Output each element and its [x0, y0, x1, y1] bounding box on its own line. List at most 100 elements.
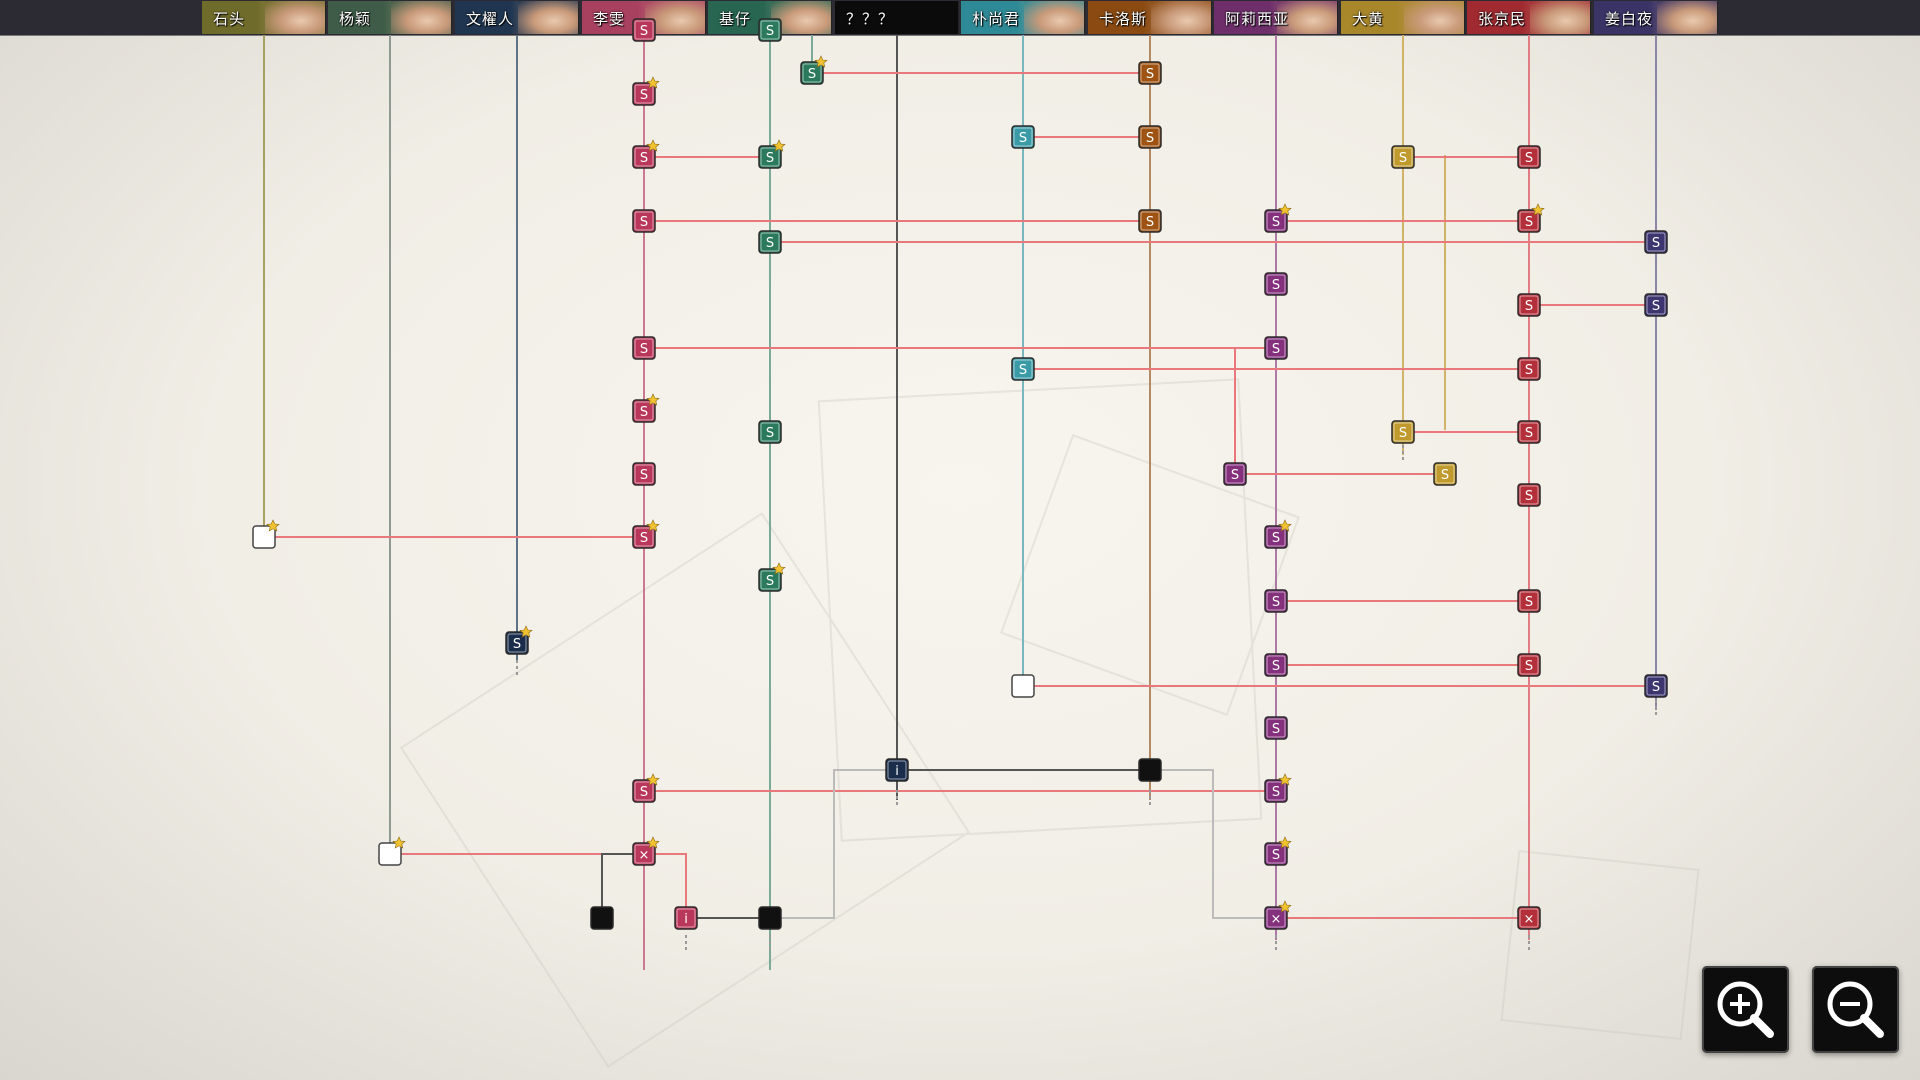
info-node[interactable]: i	[674, 906, 698, 930]
scene-node[interactable]: S	[1264, 716, 1288, 740]
scene-node[interactable]: S	[632, 462, 656, 486]
scene-node[interactable]: S	[1264, 272, 1288, 296]
node-label: S	[1146, 131, 1154, 146]
bad-ending-node[interactable]: ×	[1264, 900, 1292, 930]
scene-node[interactable]: S	[1644, 230, 1668, 254]
scene-node[interactable]: S	[632, 209, 656, 233]
info-node[interactable]: i	[885, 758, 909, 782]
scene-node[interactable]: S	[1264, 836, 1292, 866]
scene-node[interactable]: S	[632, 773, 660, 803]
node-label: S	[260, 531, 268, 546]
scene-node[interactable]: S	[1391, 145, 1415, 169]
scene-node[interactable]: S	[1517, 483, 1541, 507]
node-label: S	[808, 67, 816, 82]
star-icon	[1278, 519, 1292, 532]
character-tab-yangying[interactable]: 杨颖	[328, 1, 452, 34]
node-label: ×	[639, 848, 650, 863]
scene-node[interactable]: S	[632, 336, 656, 360]
scene-node[interactable]: S	[1433, 462, 1457, 486]
character-tab-wenyaoren[interactable]: 文櫂人	[455, 1, 579, 34]
star-icon	[519, 625, 533, 638]
background-frame	[399, 512, 971, 1068]
scene-node[interactable]: S	[632, 76, 660, 106]
scene-node[interactable]: S	[1223, 462, 1247, 486]
node-label: S	[766, 574, 774, 589]
scene-node[interactable]: S	[1264, 589, 1288, 613]
scene-node[interactable]: S	[758, 562, 786, 592]
scene-node[interactable]: S	[1138, 209, 1162, 233]
node-label: S	[1272, 342, 1280, 357]
story-connector	[1234, 347, 1276, 474]
scene-node[interactable]: S	[1011, 674, 1035, 698]
character-tab-piaoshangjun[interactable]: 朴尚君	[961, 1, 1085, 34]
scene-node[interactable]: S	[1264, 519, 1292, 549]
zoom-in-button[interactable]	[1702, 966, 1789, 1053]
zoom-out-button[interactable]	[1812, 966, 1899, 1053]
scene-node[interactable]: S	[758, 18, 782, 42]
character-header-bar: 石头 杨颖 文櫂人 李雯 基仔 ？？？ 朴尚君 卡洛斯 阿莉西亚 大黄 张京民 姜白夜	[0, 0, 1920, 36]
star-icon	[266, 519, 280, 532]
scene-node[interactable]: S	[252, 519, 280, 549]
star-icon	[1278, 836, 1292, 849]
node-label: S	[1019, 680, 1027, 695]
scene-node[interactable]: S	[505, 625, 533, 655]
scene-node[interactable]: S	[1517, 653, 1541, 677]
character-portrait	[265, 1, 325, 34]
scene-node[interactable]: S	[1517, 293, 1541, 317]
scene-node[interactable]: S	[1517, 357, 1541, 381]
bad-ending-node[interactable]: ×	[632, 836, 660, 866]
character-portrait	[1151, 1, 1211, 34]
scene-node[interactable]: S	[758, 420, 782, 444]
background-frame	[817, 378, 1263, 842]
scene-node[interactable]: S	[1264, 653, 1288, 677]
character-tab-dahuang[interactable]: 大黄	[1341, 1, 1465, 34]
node-label: S	[1525, 426, 1533, 441]
node-label: S	[1272, 785, 1280, 800]
scene-node[interactable]: S	[632, 139, 660, 169]
scene-node[interactable]: S	[1011, 125, 1035, 149]
node-label: S	[1146, 67, 1154, 82]
node-label: S	[640, 468, 648, 483]
branch-node[interactable]	[758, 906, 782, 930]
scene-node[interactable]: S	[1517, 420, 1541, 444]
scene-node[interactable]: S	[1644, 293, 1668, 317]
scene-node[interactable]: S	[632, 18, 656, 42]
scene-node[interactable]: S	[632, 519, 660, 549]
star-icon	[1278, 900, 1292, 913]
star-icon	[646, 773, 660, 786]
scene-node[interactable]: S	[1264, 336, 1288, 360]
scene-node[interactable]: S	[1391, 420, 1415, 444]
branch-node[interactable]	[1138, 758, 1162, 782]
scene-node[interactable]: S	[1517, 145, 1541, 169]
story-connector	[770, 769, 897, 919]
character-tab-unknown[interactable]: ？？？	[835, 1, 959, 34]
ending-node[interactable]: E	[378, 836, 406, 866]
scene-node[interactable]: S	[1517, 589, 1541, 613]
scene-node[interactable]: S	[1264, 203, 1292, 233]
character-portrait	[1277, 1, 1337, 34]
character-tab-jiangbaiye[interactable]: 姜白夜	[1594, 1, 1718, 34]
character-tab-shitou[interactable]: 石头	[202, 1, 326, 34]
scene-node[interactable]: S	[1517, 203, 1545, 233]
character-tab-alixiya[interactable]: 阿莉西亚	[1214, 1, 1338, 34]
scene-node[interactable]: S	[1011, 357, 1035, 381]
character-name: 石头	[213, 10, 246, 28]
scene-node[interactable]: S	[758, 139, 786, 169]
character-tab-kaluosi[interactable]: 卡洛斯	[1088, 1, 1212, 34]
scene-node[interactable]: S	[800, 55, 828, 85]
node-label: S	[1019, 363, 1027, 378]
character-tab-liwen[interactable]: 李雯	[582, 1, 706, 34]
character-tab-zhangjingmin[interactable]: 张京民	[1467, 1, 1591, 34]
scene-node[interactable]: S	[758, 230, 782, 254]
scene-node[interactable]: S	[1644, 674, 1668, 698]
star-icon	[772, 562, 786, 575]
scene-node[interactable]: S	[1138, 61, 1162, 85]
branch-node[interactable]	[590, 906, 614, 930]
bad-ending-node[interactable]: ×	[1517, 906, 1541, 930]
scene-node[interactable]: S	[1138, 125, 1162, 149]
scene-node[interactable]: S	[632, 393, 660, 423]
node-label: S	[766, 426, 774, 441]
node-label: S	[1019, 131, 1027, 146]
scene-node[interactable]: S	[1264, 773, 1292, 803]
